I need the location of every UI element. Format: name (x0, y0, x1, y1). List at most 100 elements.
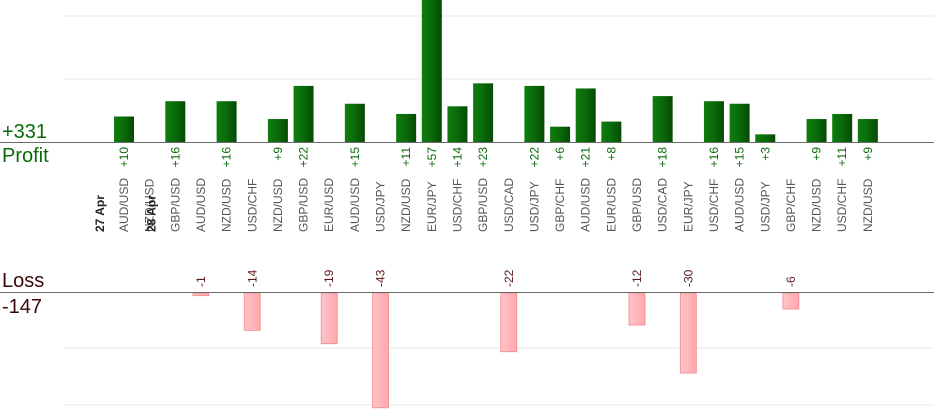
loss-value-label: -14 (245, 269, 259, 287)
loss-bar (679, 292, 697, 374)
grid-lines (64, 15, 934, 406)
profit-bar (344, 103, 365, 142)
profit-bar (396, 113, 417, 142)
profit-value-label: +10 (117, 147, 131, 168)
pair-label: USD/CAD (656, 178, 670, 232)
loss-label: Loss (2, 270, 45, 292)
pair-label: USD/JPY (527, 181, 541, 232)
pair-label: USD/JPY (374, 181, 388, 232)
pair-label: GBP/USD (168, 178, 182, 232)
profit-value-label: +18 (656, 147, 670, 168)
loss-bars (192, 292, 800, 409)
pair-label: GBP/CHF (553, 179, 567, 232)
pair-label: USD/CHF (245, 179, 259, 232)
loss-bar (320, 292, 338, 345)
loss-bar (782, 292, 800, 310)
loss-total: -147 (2, 296, 43, 318)
date-label: 28 Apr (144, 195, 158, 232)
pair-label: EUR/USD (604, 178, 618, 232)
profit-value-label: +16 (168, 147, 182, 168)
profit-value-label: +15 (733, 147, 747, 168)
profit-value-label: +9 (810, 147, 824, 161)
labels: +10 AUD/USD 27 Apr NZD/USD +16 GBP/USD 28 Apr -… (93, 147, 875, 287)
profit-bar (114, 116, 134, 142)
loss-bar (628, 292, 646, 326)
profit-bar (703, 101, 724, 142)
profit-value-label: +15 (348, 147, 362, 168)
profit-value-label: +14 (450, 147, 464, 168)
pair-label: NZD/USD (399, 178, 413, 232)
pair-label: USD/CHF (835, 179, 849, 232)
pair-label: EUR/JPY (425, 181, 439, 232)
profit-value-label: +9 (271, 147, 285, 161)
profit-value-label: +16 (220, 147, 234, 168)
profit-value-label: +6 (553, 147, 567, 161)
profit-bar (447, 106, 468, 142)
pair-label: GBP/USD (630, 178, 644, 232)
pair-label: NZD/USD (861, 178, 875, 232)
profit-value-label: +22 (297, 147, 311, 168)
pair-label: AUD/USD (733, 178, 747, 232)
pair-label: NZD/USD (143, 178, 157, 232)
pair-label: USD/CHF (450, 179, 464, 232)
loss-value-label: -30 (681, 269, 695, 287)
pair-label: USD/CAD (502, 178, 516, 232)
pair-label: GBP/USD (297, 178, 311, 232)
pair-label: EUR/JPY (681, 181, 695, 232)
profit-total: +331 (2, 121, 48, 143)
profit-bar (267, 119, 288, 142)
profit-value-label: +11 (399, 147, 413, 167)
loss-bar (500, 292, 518, 353)
profit-value-label: +3 (758, 147, 772, 161)
profit-bar (806, 119, 827, 142)
loss-bar (243, 292, 261, 331)
pair-label: NZD/USD (220, 178, 234, 232)
profit-bar (421, 0, 442, 143)
pair-label: EUR/USD (322, 178, 336, 232)
loss-value-label: -6 (784, 276, 798, 287)
pair-label: AUD/USD (348, 178, 362, 232)
profit-value-label: +16 (707, 147, 721, 168)
pair-label: NZD/USD (810, 178, 824, 232)
date-label: 27 Apr (93, 195, 107, 232)
profit-value-label: +57 (425, 147, 439, 168)
pair-label: AUD/USD (117, 178, 131, 232)
profit-value-label: +11 (835, 147, 849, 167)
profit-value-label: +22 (527, 147, 541, 168)
profit-bar (832, 113, 853, 142)
pair-label: NZD/USD (271, 178, 285, 232)
profit-bar (293, 85, 314, 142)
loss-bar (372, 292, 389, 409)
profit-bar (729, 103, 750, 142)
loss-value-label: -22 (502, 269, 516, 287)
profit-bar (575, 88, 596, 142)
profit-bar (216, 101, 237, 142)
profit-value-label: +21 (579, 147, 593, 168)
loss-value-label: -19 (322, 269, 336, 287)
profit-label: Profit (2, 145, 49, 167)
pair-label: AUD/USD (194, 178, 208, 232)
profit-value-label: +9 (861, 147, 875, 161)
axes (0, 142, 934, 293)
loss-value-label: -12 (630, 269, 644, 287)
profit-bar (165, 101, 186, 142)
pair-label: AUD/USD (579, 178, 593, 232)
loss-value-label: -43 (374, 269, 388, 287)
profit-bar (524, 85, 545, 142)
profit-value-label: +23 (476, 147, 490, 168)
profit-bar (857, 119, 878, 142)
profit-bar (473, 83, 494, 142)
loss-bar (192, 292, 210, 297)
profit-value-label: +8 (604, 147, 618, 161)
pair-label: USD/JPY (758, 181, 772, 232)
profit-bar (755, 134, 776, 142)
profit-bar (652, 96, 673, 142)
pair-label: USD/CHF (707, 179, 721, 232)
profit-bar (601, 121, 622, 142)
loss-value-label: -1 (194, 276, 208, 287)
profit-bars (114, 0, 878, 143)
profit-bar (550, 126, 571, 142)
pair-label: GBP/USD (476, 178, 490, 232)
pair-label: GBP/CHF (784, 179, 798, 232)
